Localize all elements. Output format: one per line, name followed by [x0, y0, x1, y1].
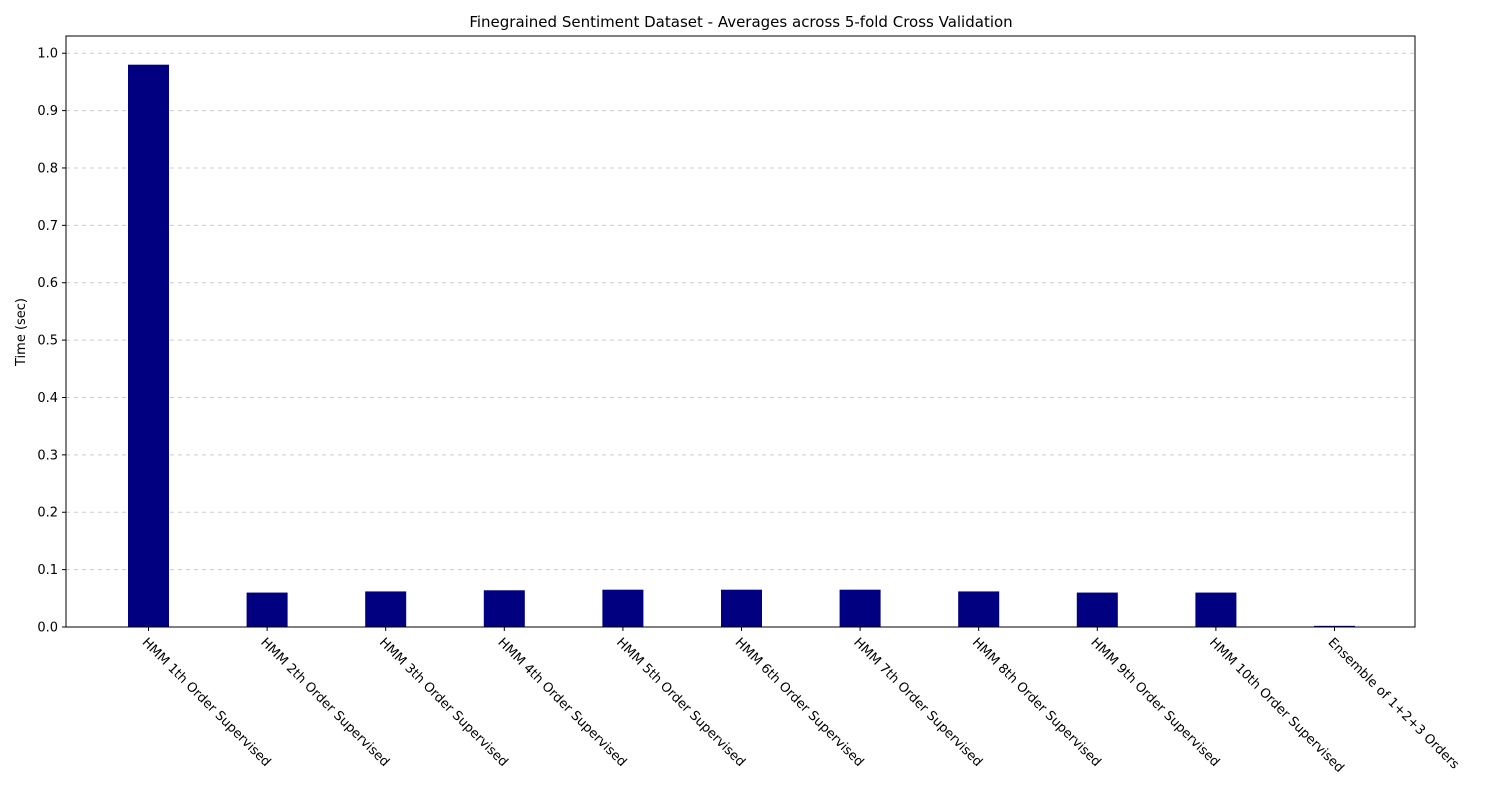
bars — [128, 64, 1355, 627]
x-tick-label: HMM 3th Order Supervised — [376, 635, 511, 770]
bar — [1076, 592, 1118, 627]
y-tick-label: 1.0 — [37, 47, 58, 62]
y-tick-label: 0.9 — [37, 104, 58, 119]
y-tick-label: 0.7 — [37, 219, 58, 234]
plot-frame — [65, 35, 1416, 628]
y-tick-label: 0.3 — [37, 448, 58, 463]
x-tick-label: HMM 7th Order Supervised — [850, 635, 985, 770]
bar — [128, 64, 169, 627]
x-tick-label: HMM 4th Order Supervised — [494, 635, 629, 770]
y-tick-label: 0.4 — [37, 391, 58, 406]
y-tick-label: 0.1 — [37, 563, 58, 578]
bar — [1314, 625, 1355, 627]
bar — [721, 589, 762, 627]
bar — [839, 589, 881, 627]
y-tick-label: 0.6 — [37, 276, 58, 291]
x-tick-label: Ensemble of 1+2+3 Orders — [1325, 635, 1462, 772]
y-tick-label: 0.8 — [37, 161, 58, 176]
y-axis-ticks: 0.0 0.1 0.2 0.3 0.4 0.5 0.6 0.7 0.8 0.9 1.0 — [37, 47, 66, 636]
bar — [958, 591, 1000, 627]
chart-title: Finegrained Sentiment Dataset - Averages… — [469, 13, 1012, 31]
bar — [1195, 592, 1237, 627]
y-tick-label: 0.5 — [37, 334, 58, 349]
y-axis-label: Time (sec) — [14, 298, 29, 367]
bar — [483, 590, 525, 627]
y-tick-label: 0.0 — [37, 621, 58, 636]
grid-lines — [66, 52, 1415, 628]
x-tick-label: HMM 8th Order Supervised — [969, 635, 1104, 770]
x-tick-label: HMM 6th Order Supervised — [732, 635, 867, 770]
bar — [602, 589, 644, 627]
bar — [365, 591, 407, 627]
x-tick-label: HMM 10th Order Supervised — [1206, 635, 1347, 776]
y-tick-label: 0.2 — [37, 506, 58, 521]
x-tick-label: HMM 9th Order Supervised — [1087, 635, 1222, 770]
x-tick-label: HMM 5th Order Supervised — [613, 635, 748, 770]
bar — [246, 592, 288, 627]
x-tick-label: HMM 1th Order Supervised — [139, 635, 274, 770]
x-tick-label: HMM 2th Order Supervised — [257, 635, 392, 770]
